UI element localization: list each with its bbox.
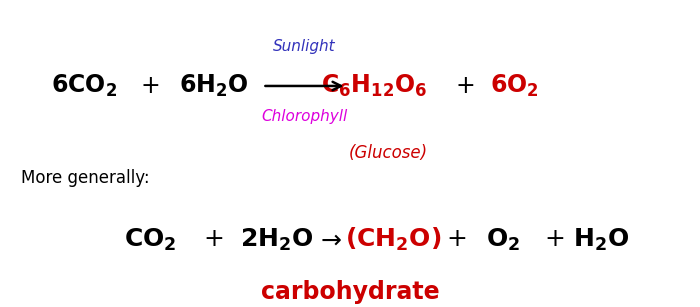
Text: $\mathbf{H_2O}$: $\mathbf{H_2O}$ [573,226,629,253]
Text: $\mathbf{O_2}$: $\mathbf{O_2}$ [486,226,519,253]
Text: +: + [141,74,160,98]
Text: More generally:: More generally: [21,169,150,187]
Text: $\mathbf{C_6H_{12}O_6}$: $\mathbf{C_6H_{12}O_6}$ [321,73,428,99]
Text: Sunlight: Sunlight [273,39,336,53]
Text: Chlorophyll: Chlorophyll [261,109,348,124]
Text: carbohydrate: carbohydrate [260,280,440,304]
Text: $\mathbf{CO_2}$: $\mathbf{CO_2}$ [125,226,176,253]
Text: $\mathbf{6O_2}$: $\mathbf{6O_2}$ [490,73,539,99]
Text: $\mathbf{6H_2O}$: $\mathbf{6H_2O}$ [178,73,248,99]
Text: +: + [203,227,224,251]
Text: $\mathbf{6CO_2}$: $\mathbf{6CO_2}$ [51,73,117,99]
Text: $\rightarrow$: $\rightarrow$ [316,227,342,251]
Text: $\mathbf{2H_2O}$: $\mathbf{2H_2O}$ [240,226,313,253]
Text: +: + [545,227,566,251]
Text: +: + [456,74,475,98]
Text: +: + [447,227,468,251]
Text: $\mathbf{(CH_2O)}$: $\mathbf{(CH_2O)}$ [345,226,442,253]
Text: (Glucose): (Glucose) [349,145,428,162]
